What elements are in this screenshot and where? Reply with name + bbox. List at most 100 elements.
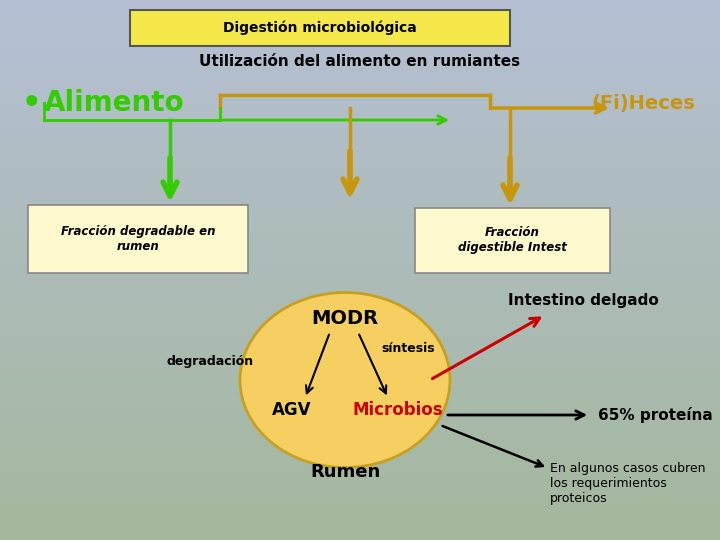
Bar [0, 504, 720, 505]
Bar [0, 484, 720, 485]
Bar [0, 75, 720, 76]
Bar [0, 516, 720, 517]
Bar [0, 173, 720, 174]
Bar [0, 166, 720, 167]
Bar [0, 34, 720, 35]
Bar [0, 434, 720, 435]
Bar [0, 271, 720, 272]
Bar [0, 38, 720, 39]
Bar [0, 30, 720, 31]
Bar [0, 305, 720, 306]
Bar [0, 293, 720, 294]
Bar [0, 320, 720, 321]
Bar [0, 348, 720, 349]
Bar [0, 490, 720, 491]
Bar [0, 313, 720, 314]
Bar [0, 382, 720, 383]
Bar [0, 3, 720, 4]
Bar [0, 137, 720, 138]
Bar [0, 102, 720, 103]
Bar [0, 399, 720, 400]
Bar [0, 229, 720, 230]
Bar [0, 393, 720, 394]
Bar [0, 208, 720, 209]
Bar [0, 498, 720, 499]
Bar [0, 333, 720, 334]
Bar [0, 26, 720, 27]
Bar [0, 70, 720, 71]
Text: En algunos casos cubren
los requerimientos
proteicos: En algunos casos cubren los requerimient… [550, 462, 706, 505]
Bar [0, 260, 720, 261]
Bar [0, 136, 720, 137]
Bar [0, 48, 720, 49]
Bar [0, 83, 720, 84]
Bar [0, 517, 720, 518]
Bar [0, 60, 720, 61]
Bar [0, 193, 720, 194]
Bar [0, 135, 720, 136]
Bar [0, 93, 720, 94]
Bar [0, 371, 720, 372]
Bar [0, 78, 720, 79]
Bar [0, 97, 720, 98]
Bar [0, 200, 720, 201]
Bar [0, 524, 720, 525]
Bar [0, 508, 720, 509]
Bar [0, 513, 720, 514]
Bar [0, 424, 720, 425]
Bar [0, 341, 720, 342]
Bar [0, 99, 720, 100]
Bar [0, 117, 720, 118]
Bar [0, 428, 720, 429]
Bar [0, 211, 720, 212]
Bar [0, 228, 720, 229]
Bar [0, 471, 720, 472]
Text: (Fi)Heces: (Fi)Heces [591, 93, 695, 112]
Bar [0, 485, 720, 486]
Bar [0, 443, 720, 444]
Bar [0, 281, 720, 282]
Bar [0, 506, 720, 507]
Bar [0, 367, 720, 368]
Bar [0, 36, 720, 37]
Text: •: • [22, 89, 42, 118]
Bar [0, 323, 720, 324]
Bar [0, 312, 720, 313]
Text: Fracción degradable en
rumen: Fracción degradable en rumen [60, 225, 215, 253]
Bar [0, 147, 720, 148]
Bar [0, 59, 720, 60]
Bar [0, 402, 720, 403]
Bar [0, 342, 720, 343]
Bar [0, 115, 720, 116]
FancyBboxPatch shape [28, 205, 248, 273]
Bar [0, 470, 720, 471]
Bar [0, 340, 720, 341]
Bar [0, 101, 720, 102]
Bar [0, 68, 720, 69]
Text: síntesis: síntesis [381, 341, 435, 354]
Bar [0, 465, 720, 466]
Bar [0, 185, 720, 186]
Bar [0, 151, 720, 152]
Bar [0, 198, 720, 199]
Bar [0, 194, 720, 195]
Bar [0, 420, 720, 421]
Bar [0, 282, 720, 283]
Bar [0, 331, 720, 332]
Bar [0, 175, 720, 176]
Bar [0, 246, 720, 247]
FancyBboxPatch shape [415, 208, 610, 273]
Text: 65% proteína: 65% proteína [598, 407, 713, 423]
Bar [0, 287, 720, 288]
Bar [0, 103, 720, 104]
Bar [0, 196, 720, 197]
Bar [0, 77, 720, 78]
Bar [0, 226, 720, 227]
Bar [0, 124, 720, 125]
Bar [0, 481, 720, 482]
Bar [0, 236, 720, 237]
Bar [0, 372, 720, 373]
Bar [0, 469, 720, 470]
Bar [0, 85, 720, 86]
Bar [0, 90, 720, 91]
